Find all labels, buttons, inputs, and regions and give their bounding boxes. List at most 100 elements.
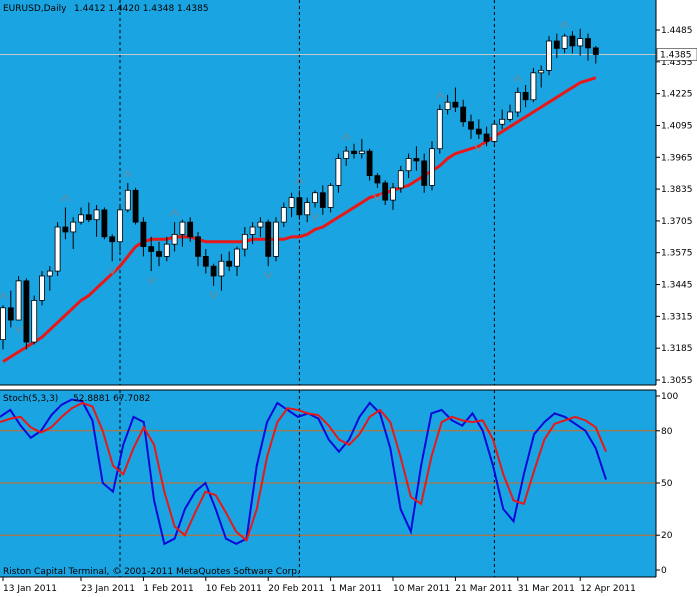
price-tick-label: 1.3575 bbox=[661, 249, 693, 259]
candle[interactable] bbox=[46, 266, 53, 291]
candle[interactable] bbox=[148, 236, 155, 272]
candle-body bbox=[70, 221, 77, 233]
candle[interactable] bbox=[31, 295, 38, 345]
candle[interactable] bbox=[530, 67, 537, 103]
candle[interactable] bbox=[366, 148, 373, 181]
candle[interactable] bbox=[171, 222, 178, 252]
candle[interactable] bbox=[585, 33, 591, 61]
candle[interactable] bbox=[296, 190, 303, 220]
candle[interactable] bbox=[249, 222, 256, 245]
price-tick-label: 1.3705 bbox=[661, 217, 693, 227]
candle[interactable] bbox=[280, 202, 287, 228]
candle[interactable] bbox=[468, 114, 474, 139]
candle[interactable] bbox=[343, 146, 350, 166]
candle[interactable] bbox=[483, 126, 490, 147]
candle[interactable] bbox=[561, 33, 568, 54]
time-tick-label: 21 Mar 2011 bbox=[455, 584, 512, 594]
candle-body bbox=[202, 255, 209, 267]
candle[interactable] bbox=[93, 205, 100, 237]
fractal-up-marker bbox=[341, 133, 351, 141]
candle[interactable] bbox=[304, 197, 311, 223]
candle[interactable] bbox=[234, 246, 240, 276]
candle[interactable] bbox=[421, 153, 428, 193]
candle[interactable] bbox=[538, 65, 545, 88]
candle[interactable] bbox=[569, 31, 576, 54]
candle[interactable] bbox=[0, 305, 6, 350]
candle[interactable] bbox=[312, 190, 318, 208]
candle[interactable] bbox=[210, 263, 217, 286]
candle[interactable] bbox=[39, 271, 45, 306]
candle[interactable] bbox=[78, 207, 84, 225]
candle[interactable] bbox=[351, 143, 357, 159]
candle[interactable] bbox=[382, 180, 389, 205]
candle[interactable] bbox=[62, 207, 69, 240]
candle[interactable] bbox=[288, 192, 295, 218]
candle[interactable] bbox=[218, 253, 225, 291]
candle[interactable] bbox=[444, 94, 451, 115]
candle[interactable] bbox=[319, 185, 326, 215]
candle-body bbox=[132, 189, 139, 223]
candle[interactable] bbox=[522, 85, 529, 108]
candle[interactable] bbox=[592, 45, 599, 64]
candle[interactable] bbox=[553, 33, 560, 59]
candle[interactable] bbox=[163, 236, 170, 262]
candle-body bbox=[319, 192, 326, 208]
candle[interactable] bbox=[195, 231, 201, 267]
time-tick-label: 13 Jan 2011 bbox=[3, 584, 57, 594]
candle-body bbox=[249, 226, 256, 235]
candle[interactable] bbox=[491, 121, 498, 144]
candle[interactable] bbox=[54, 222, 61, 276]
candle-body bbox=[117, 209, 123, 243]
candle-body bbox=[296, 197, 303, 216]
candle[interactable] bbox=[405, 153, 412, 179]
candle[interactable] bbox=[23, 278, 30, 350]
candle-body bbox=[312, 192, 318, 203]
candle[interactable] bbox=[397, 165, 404, 193]
candle[interactable] bbox=[70, 217, 77, 250]
candle[interactable] bbox=[85, 202, 92, 223]
candle[interactable] bbox=[475, 119, 482, 139]
fractal-down-marker bbox=[146, 276, 156, 285]
candle[interactable] bbox=[7, 290, 14, 328]
candle-body bbox=[288, 197, 295, 208]
candle[interactable] bbox=[124, 182, 131, 213]
candle[interactable] bbox=[429, 141, 435, 191]
candle[interactable] bbox=[187, 217, 194, 242]
candle[interactable] bbox=[507, 104, 513, 122]
candle[interactable] bbox=[335, 153, 342, 193]
candle[interactable] bbox=[514, 87, 521, 117]
candle[interactable] bbox=[101, 207, 108, 240]
candle[interactable] bbox=[499, 109, 506, 130]
candle[interactable] bbox=[265, 219, 272, 267]
candle[interactable] bbox=[546, 36, 552, 76]
candle[interactable] bbox=[413, 146, 420, 171]
candle[interactable] bbox=[390, 182, 396, 210]
candle[interactable] bbox=[109, 234, 116, 262]
candle[interactable] bbox=[117, 205, 123, 252]
candle[interactable] bbox=[179, 219, 186, 247]
candle[interactable] bbox=[140, 217, 147, 257]
candle-body bbox=[397, 170, 404, 189]
candle[interactable] bbox=[436, 104, 443, 154]
candle-body bbox=[475, 128, 482, 135]
candle[interactable] bbox=[257, 217, 264, 237]
candle[interactable] bbox=[374, 173, 381, 188]
stoch-signal-line bbox=[0, 401, 607, 543]
candle[interactable] bbox=[132, 187, 139, 225]
candle[interactable] bbox=[226, 251, 233, 272]
candle-body bbox=[93, 209, 100, 221]
candle[interactable] bbox=[452, 87, 459, 112]
candle-body bbox=[413, 158, 420, 162]
candle[interactable] bbox=[577, 28, 584, 56]
time-tick-label: 10 Feb 2011 bbox=[206, 584, 262, 594]
candle[interactable] bbox=[241, 227, 248, 257]
candle-body bbox=[585, 38, 591, 49]
candle[interactable] bbox=[273, 217, 279, 262]
candle[interactable] bbox=[156, 241, 162, 267]
candle[interactable] bbox=[358, 138, 365, 159]
candle[interactable] bbox=[460, 99, 467, 127]
candle[interactable] bbox=[327, 182, 334, 213]
candle[interactable] bbox=[15, 275, 22, 321]
candle[interactable] bbox=[202, 249, 209, 274]
